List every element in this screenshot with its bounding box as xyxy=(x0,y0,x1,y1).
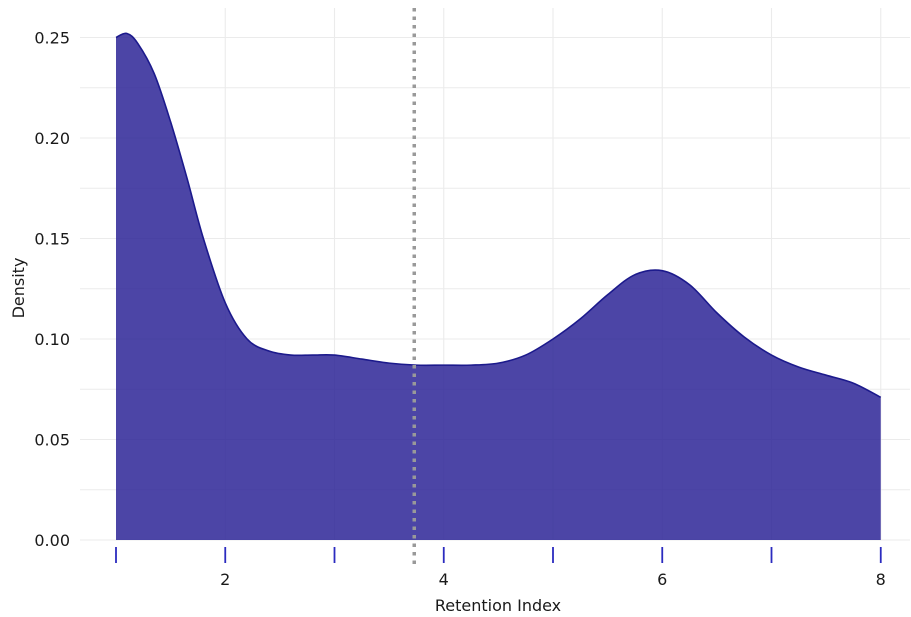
y-axis-title: Density xyxy=(9,258,28,319)
rug-group xyxy=(115,547,882,563)
y-tick-label: 0.25 xyxy=(34,29,70,48)
y-tick-label: 0.10 xyxy=(34,330,70,349)
x-tick-label: 2 xyxy=(220,570,230,589)
y-tick-label: 0.00 xyxy=(34,531,70,550)
density-area xyxy=(116,33,881,540)
density-area-group xyxy=(115,32,882,540)
y-tick-labels: 0.00 0.05 0.10 0.15 0.20 0.25 xyxy=(34,29,70,551)
x-tick-label: 6 xyxy=(657,570,667,589)
density-curve xyxy=(115,32,882,399)
y-tick-label: 0.20 xyxy=(34,129,70,148)
x-axis-title: Retention Index xyxy=(435,596,561,615)
x-tick-label: 8 xyxy=(876,570,886,589)
y-tick-label: 0.05 xyxy=(34,431,70,450)
x-tick-label: 4 xyxy=(439,570,449,589)
y-tick-label: 0.15 xyxy=(34,230,70,249)
x-tick-labels: 2 4 6 8 xyxy=(220,570,886,589)
